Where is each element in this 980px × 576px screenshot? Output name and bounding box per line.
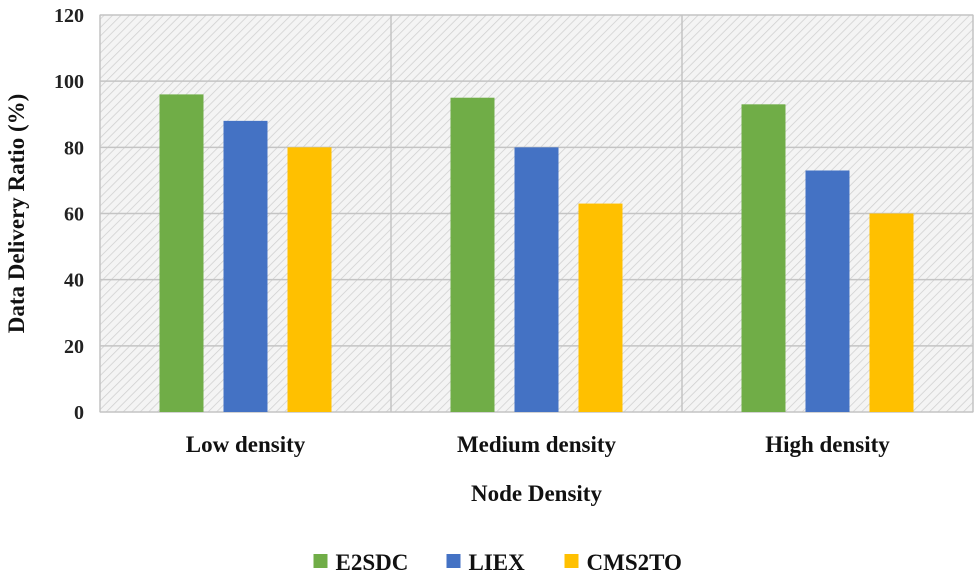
legend-swatch bbox=[564, 554, 579, 568]
bar-e2sdc-2 bbox=[450, 97, 495, 412]
legend-item-cms2to: CMS2TO bbox=[564, 550, 682, 575]
y-tick-label: 100 bbox=[54, 71, 84, 93]
x-axis-title: Node Density bbox=[471, 481, 602, 506]
legend-label: CMS2TO bbox=[587, 550, 682, 575]
y-tick-label: 60 bbox=[64, 204, 84, 226]
bar-cms2to-2 bbox=[578, 203, 623, 412]
bar-liex-3 bbox=[805, 170, 850, 412]
legend-swatch bbox=[446, 554, 461, 568]
legend-label: E2SDC bbox=[336, 550, 409, 575]
x-category-label: Medium density bbox=[457, 432, 617, 457]
y-tick-label: 20 bbox=[64, 336, 84, 358]
legend-swatch bbox=[313, 554, 328, 568]
x-category-labels: Low density Medium density High density bbox=[186, 432, 891, 457]
legend: E2SDC LIEX CMS2TO bbox=[313, 550, 682, 575]
legend-item-e2sdc: E2SDC bbox=[313, 550, 409, 575]
y-axis-title: Data Delivery Ratio (%) bbox=[4, 94, 29, 334]
y-tick-labels: 0 20 40 60 80 100 120 bbox=[54, 5, 84, 424]
bar-liex-1 bbox=[223, 120, 268, 412]
x-category-label: High density bbox=[765, 432, 890, 457]
bar-e2sdc-1 bbox=[159, 94, 204, 413]
y-tick-label: 80 bbox=[64, 137, 84, 159]
y-tick-label: 0 bbox=[74, 402, 84, 424]
bar-liex-2 bbox=[514, 147, 559, 413]
legend-item-liex: LIEX bbox=[446, 550, 526, 575]
y-tick-label: 40 bbox=[64, 270, 84, 292]
x-category-label: Low density bbox=[186, 432, 306, 457]
bar-e2sdc-3 bbox=[741, 104, 786, 412]
legend-label: LIEX bbox=[469, 550, 526, 575]
bars bbox=[159, 94, 914, 413]
bar-cms2to-3 bbox=[869, 213, 914, 412]
y-tick-label: 120 bbox=[54, 5, 84, 27]
bar-cms2to-1 bbox=[287, 147, 332, 413]
